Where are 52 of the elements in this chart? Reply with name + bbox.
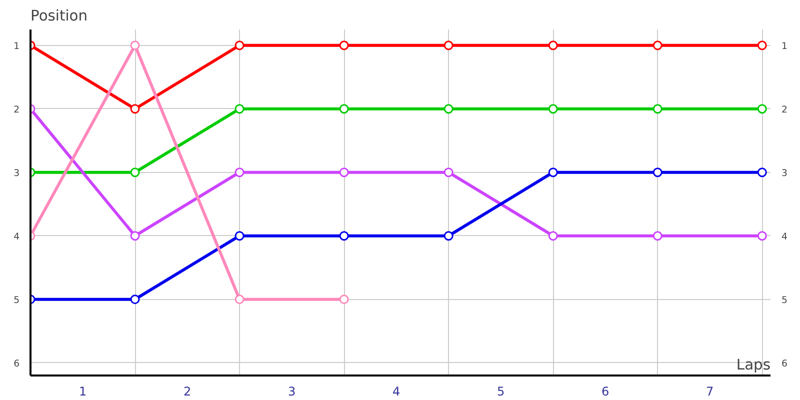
x-tick-label: 5 (497, 384, 505, 398)
y2-tick-label: 4 (782, 231, 788, 242)
y-tick-label: 1 (14, 40, 20, 52)
point (234, 168, 244, 178)
x-tick-label: 7 (706, 384, 714, 398)
y2-tick-label: 5 (782, 294, 788, 306)
y-tick-label: 6 (14, 358, 20, 370)
y2-tick-label: 6 (782, 358, 788, 370)
point (652, 231, 662, 241)
y-tick-label: 2 (14, 104, 20, 116)
y2-tick-label: 1 (782, 40, 788, 52)
x-tick-label: 4 (392, 384, 400, 398)
y-tick-label: 5 (14, 294, 20, 306)
y-tick-label: 3 (14, 168, 20, 179)
point (757, 168, 767, 178)
point (339, 231, 349, 241)
y-axis-title: Position (30, 8, 88, 24)
point (234, 104, 244, 114)
point (339, 40, 349, 50)
point (757, 231, 767, 241)
point (130, 294, 140, 304)
point (130, 168, 140, 178)
point (339, 104, 349, 114)
point (652, 168, 662, 178)
point (757, 104, 767, 114)
point (444, 231, 454, 241)
point (130, 104, 140, 114)
point (444, 40, 454, 50)
x-tick-label: 1 (78, 384, 87, 398)
point (652, 104, 662, 114)
x-tick-label: 6 (602, 384, 610, 398)
point (130, 40, 140, 50)
point (548, 40, 558, 50)
point (339, 294, 349, 304)
y2-tick-label: 3 (782, 168, 788, 179)
point (234, 294, 244, 304)
x-axis-title: Laps (736, 356, 771, 374)
point (652, 40, 662, 50)
point (548, 231, 558, 241)
point (757, 40, 767, 50)
point (234, 40, 244, 50)
y2-tick-label: 2 (782, 104, 788, 116)
x-tick-label: 2 (183, 384, 192, 398)
point (130, 231, 140, 241)
y-tick-label: 4 (14, 231, 20, 242)
point (548, 104, 558, 114)
point (444, 104, 454, 114)
point (444, 168, 454, 178)
point (339, 168, 349, 178)
point (234, 231, 244, 241)
point (548, 168, 558, 178)
x-tick-label: 3 (288, 384, 296, 398)
